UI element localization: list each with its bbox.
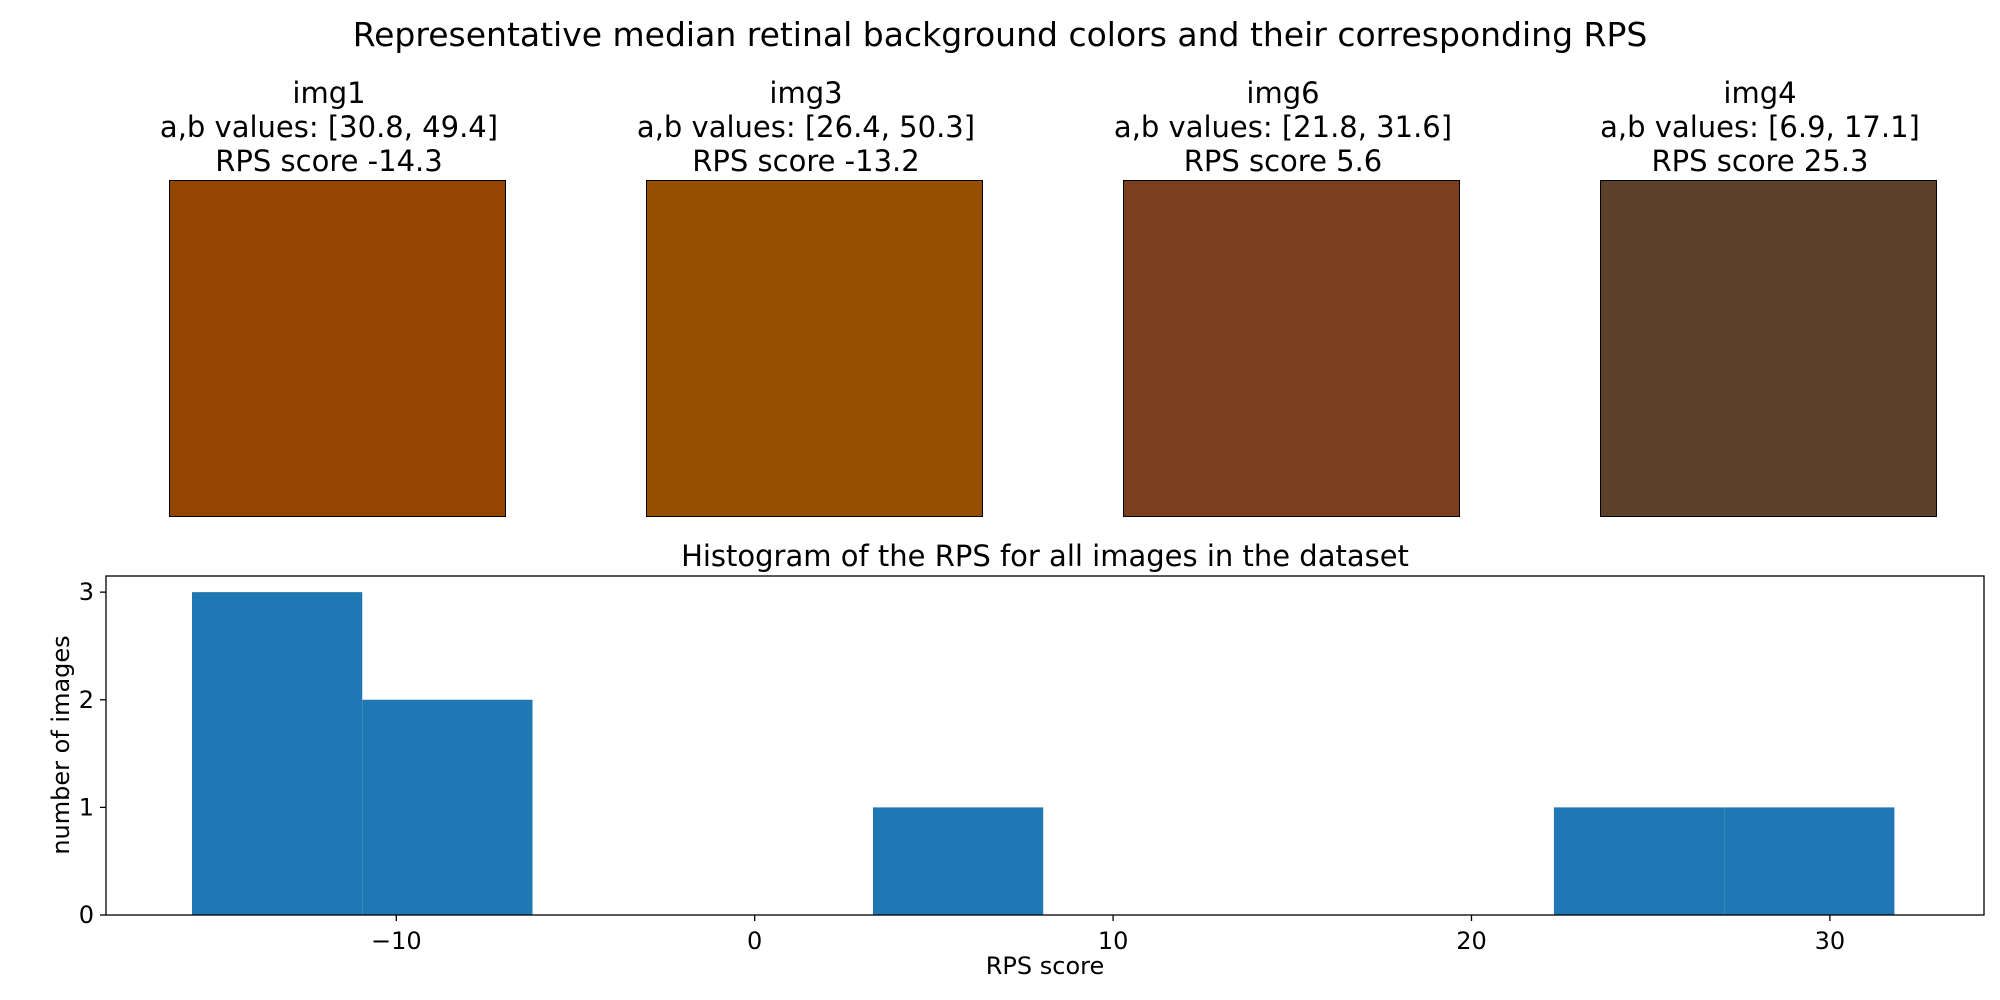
swatch-rps-score: RPS score 5.6 [1183,144,1383,178]
x-tick-label: 0 [747,927,762,955]
swatch-ab-values: a,b values: [6.9, 17.1] [1600,110,1920,144]
swatch-ab-values: a,b values: [26.4, 50.3] [636,110,976,144]
color-swatch [1123,180,1460,517]
histogram-bar-4 [872,807,1044,915]
x-tick-label: 20 [1456,927,1487,955]
histogram-title: Histogram of the RPS for all images in t… [681,539,1409,573]
swatch-ab-values: a,b values: [30.8, 49.4] [159,110,499,144]
y-axis-label: number of images [47,635,75,854]
swatch-panel-img4: img4 a,b values: [6.9, 17.1] RPS score 2… [1530,76,1990,517]
color-swatch [1600,180,1937,517]
histogram-bar-1 [362,699,533,915]
swatch-ab-values: a,b values: [21.8, 31.6] [1113,110,1453,144]
x-tick-label: 30 [1815,927,1846,955]
x-tick-label: −10 [371,927,422,955]
swatch-name: img3 [769,76,843,110]
y-tick-label: 2 [79,686,94,714]
swatch-panel-img3: img3 a,b values: [26.4, 50.3] RPS score … [576,76,1036,517]
y-tick-label: 0 [79,901,94,929]
swatch-panel-img1: img1 a,b values: [30.8, 49.4] RPS score … [99,76,559,517]
histogram-bar-9 [1724,807,1895,915]
x-tick-label: 10 [1098,927,1129,955]
color-swatch [646,180,983,517]
y-tick-label: 1 [79,793,94,821]
swatch-rps-score: RPS score 25.3 [1651,144,1869,178]
swatch-rps-score: RPS score -13.2 [692,144,920,178]
swatch-name: img4 [1723,76,1797,110]
y-tick-label: 3 [79,578,94,606]
plot-frame [105,575,1985,916]
histogram-bar-8 [1553,807,1725,915]
swatch-panel-img6: img6 a,b values: [21.8, 31.6] RPS score … [1053,76,1513,517]
color-swatch [169,180,506,517]
x-axis-label: RPS score [986,952,1105,980]
swatch-name: img6 [1246,76,1320,110]
swatch-rps-score: RPS score -14.3 [215,144,443,178]
figure-title: Representative median retinal background… [352,15,1648,54]
swatch-name: img1 [292,76,366,110]
histogram-bar-0 [192,592,363,915]
